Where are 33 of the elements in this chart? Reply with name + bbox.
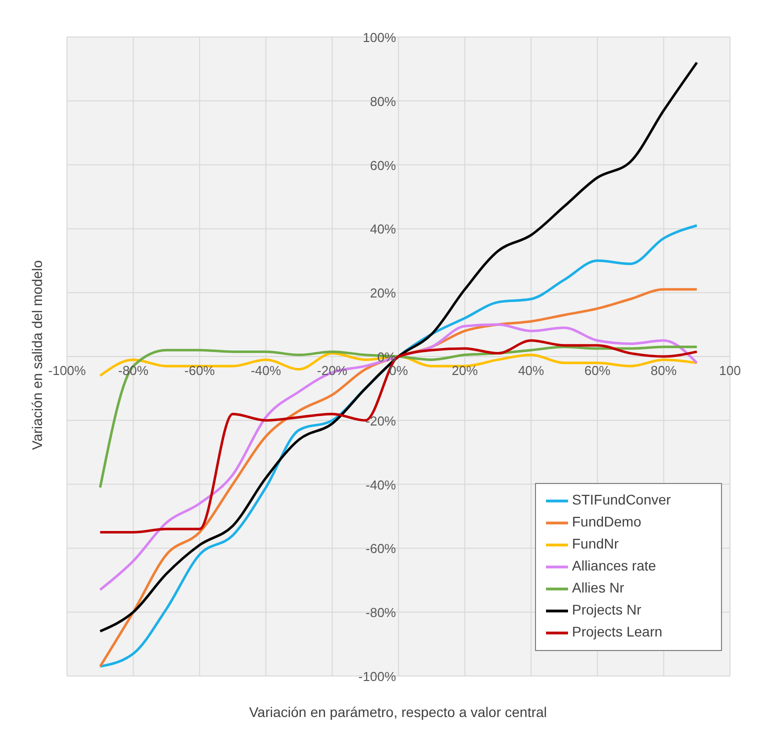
- y-tick-label: 100%: [362, 30, 396, 45]
- y-tick-label: 0%: [377, 350, 396, 364]
- legend-label: Projects Nr: [572, 602, 642, 618]
- x-tick-label: 60%: [584, 363, 611, 378]
- legend-label: FundDemo: [572, 514, 642, 530]
- line-series: [98, 352, 698, 377]
- x-tick-label: 20%: [452, 363, 478, 378]
- legend-label: STIFundConver: [572, 492, 671, 508]
- x-tick-label: 0%: [389, 363, 408, 378]
- line-series: [98, 346, 698, 489]
- legend-label: Alliances rate: [572, 558, 656, 574]
- legend-label: Allies Nr: [572, 580, 624, 596]
- x-tick-label: -40%: [250, 363, 282, 378]
- y-tick-label: 60%: [370, 158, 396, 173]
- y-tick-label: -40%: [366, 477, 396, 492]
- y-tick-label: -100%: [358, 669, 396, 684]
- line-series: [98, 323, 698, 591]
- y-tick-label: -60%: [366, 541, 396, 556]
- y-tick-label: 20%: [370, 286, 396, 301]
- x-tick-label: 100: [719, 363, 741, 378]
- x-tick-label: -60%: [184, 363, 216, 378]
- y-tick-label: -20%: [366, 413, 396, 428]
- y-tick-label: -80%: [366, 605, 396, 620]
- legend-label: FundNr: [572, 536, 619, 552]
- y-tick-label: 40%: [370, 222, 396, 237]
- x-axis-title: Variación en parámetro, respecto a valor central: [248, 704, 548, 720]
- x-tick-label: 40%: [518, 363, 545, 378]
- x-tick-label: -100%: [48, 363, 86, 378]
- y-axis-title: Variación en salida del modelo: [29, 259, 45, 452]
- legend-label: Projects Learn: [572, 624, 662, 640]
- y-tick-label: 80%: [370, 94, 396, 109]
- x-tick-label: 80%: [650, 363, 678, 378]
- line-series: [98, 339, 698, 534]
